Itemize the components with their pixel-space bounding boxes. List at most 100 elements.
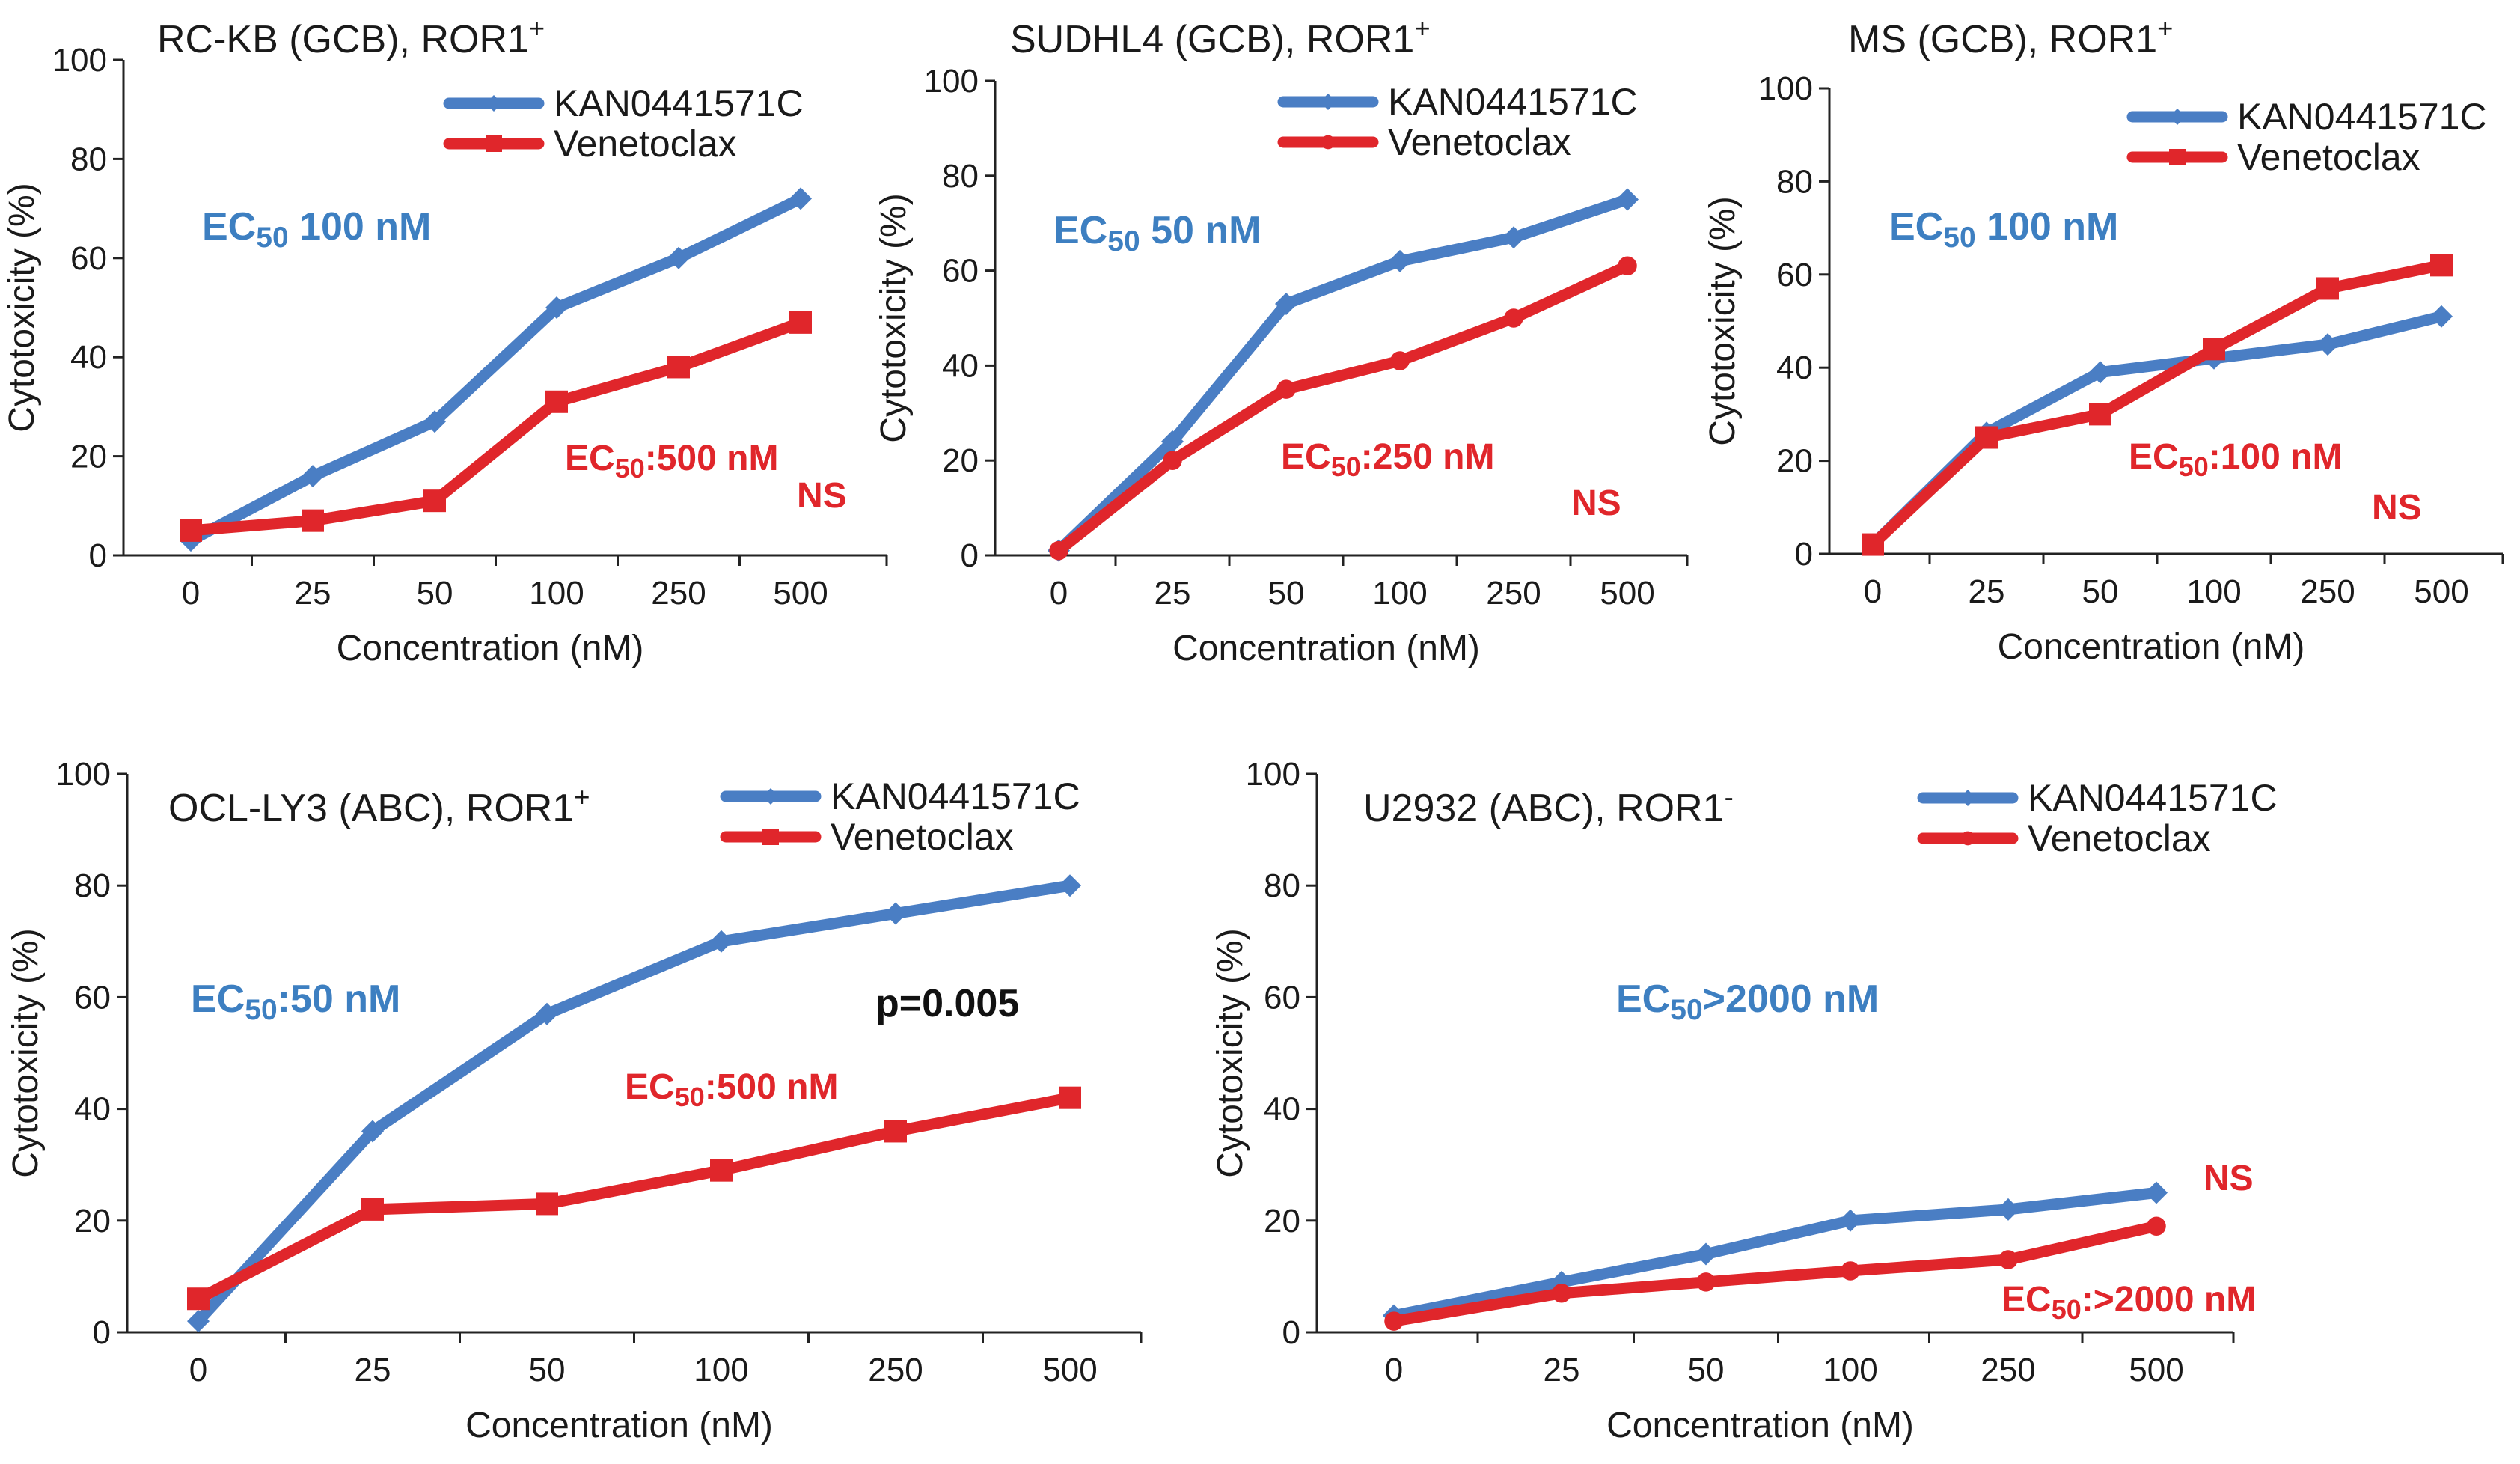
data-point [545, 390, 568, 413]
data-point [536, 1002, 558, 1025]
legend-marker [2169, 109, 2186, 125]
legend-label: Venetoclax [554, 123, 737, 165]
x-tick-label: 50 [417, 575, 453, 611]
x-tick-label: 25 [1155, 575, 1191, 611]
ec50-venetoclax-annotation: EC50:500 nM [625, 1067, 838, 1112]
x-tick-label: 50 [2082, 573, 2119, 610]
data-point [545, 296, 568, 319]
x-tick-label: 50 [1268, 575, 1305, 611]
x-tick-label: 500 [1600, 575, 1654, 611]
x-tick-label: 250 [868, 1352, 923, 1388]
x-axis-label: Concentration (nM) [1606, 1406, 1914, 1445]
data-point [180, 519, 202, 542]
panel-title: OCL-LY3 (ABC), ROR1+ [168, 781, 590, 830]
legend-label: KAN0441571C [554, 82, 804, 124]
data-point [361, 1120, 384, 1143]
legend-label: KAN0441571C [2028, 777, 2278, 819]
data-point [1161, 430, 1184, 453]
data-point [2089, 403, 2111, 426]
x-tick-label: 100 [1372, 575, 1427, 611]
x-tick-label: 25 [355, 1352, 391, 1388]
legend-marker [486, 135, 502, 152]
data-point [1276, 379, 1296, 399]
y-tick-label: 0 [89, 537, 107, 574]
ec50-kan-annotation: EC50 100 nM [1889, 205, 2118, 254]
series-line-kan0441571c [1867, 311, 2447, 551]
legend-marker [2169, 149, 2186, 165]
y-tick-label: 100 [1246, 756, 1300, 793]
series-line-kan0441571c [192, 879, 1076, 1327]
data-point [1998, 1250, 2018, 1269]
legend-marker [1960, 790, 1976, 806]
y-tick-label: 60 [70, 240, 107, 277]
y-tick-label: 100 [1758, 70, 1813, 107]
data-point [1049, 540, 1068, 561]
legend-label: Venetoclax [2237, 136, 2420, 178]
y-axis-label: Cytotoxicity (%) [2, 183, 42, 432]
data-point [1059, 1086, 1081, 1109]
data-point [1841, 1261, 1860, 1281]
data-point [1389, 249, 1411, 272]
ec50-venetoclax-annotation: EC50:500 nM [565, 439, 778, 484]
legend-marker [1320, 94, 1336, 110]
data-point [884, 1120, 907, 1143]
data-point [2316, 333, 2339, 356]
y-tick-label: 20 [1776, 443, 1813, 480]
data-point [1997, 1198, 2019, 1221]
x-tick-label: 0 [1385, 1352, 1403, 1388]
y-tick-label: 60 [1264, 979, 1300, 1016]
x-tick-label: 500 [2129, 1352, 2183, 1388]
x-axis-label: Concentration (nM) [465, 1406, 773, 1445]
data-point [187, 1310, 210, 1333]
y-tick-label: 20 [1264, 1203, 1300, 1239]
data-point [710, 1159, 733, 1182]
data-point [789, 311, 812, 334]
y-tick-label: 80 [1264, 867, 1300, 904]
data-point [667, 356, 690, 379]
data-point [2430, 305, 2453, 328]
legend-label: KAN0441571C [831, 775, 1080, 817]
legend-label: Venetoclax [2028, 817, 2211, 859]
chart-panel-5: 0 20 40 60 80 100 0 25 50 100 250 500 Concentration … [1211, 756, 2278, 1445]
panel-title: U2932 (ABC), ROR1- [1363, 781, 1734, 830]
significance-label: p=0.005 [875, 982, 1019, 1025]
y-tick-label: 80 [942, 158, 979, 195]
data-point [1616, 188, 1639, 211]
x-tick-label: 25 [295, 575, 331, 611]
data-point [423, 410, 446, 433]
data-point [1390, 351, 1410, 370]
ec50-venetoclax-annotation: EC50:250 nM [1281, 437, 1494, 482]
data-point [1696, 1272, 1716, 1292]
data-point [361, 1198, 384, 1221]
series-line-kan0441571c [185, 192, 807, 546]
y-tick-label: 80 [1776, 163, 1813, 200]
x-tick-label: 100 [1823, 1352, 1877, 1388]
data-point [423, 489, 446, 513]
y-tick-label: 100 [924, 63, 979, 100]
legend-marker [762, 788, 779, 805]
ec50-venetoclax-annotation: EC50:>2000 nM [2001, 1280, 2256, 1325]
ec50-venetoclax-annotation: EC50:100 nM [2129, 437, 2342, 482]
y-tick-label: 60 [1776, 257, 1813, 293]
chart-panel-3: 0 20 40 60 80 100 0 25 50 100 250 500 Concentration … [1703, 13, 2504, 667]
x-tick-label: 0 [189, 1352, 207, 1388]
legend-marker [762, 829, 779, 845]
y-tick-label: 60 [74, 979, 111, 1016]
legend-marker [1960, 831, 1975, 846]
x-tick-label: 250 [651, 575, 706, 611]
x-tick-label: 250 [1981, 1352, 2035, 1388]
data-point [1975, 426, 1998, 449]
x-tick-label: 250 [2300, 573, 2355, 610]
y-tick-label: 100 [56, 756, 111, 793]
legend-label: KAN0441571C [1388, 81, 1638, 123]
data-point [884, 902, 907, 925]
x-tick-label: 0 [1864, 573, 1882, 610]
ec50-kan-annotation: EC50 50 nM [1053, 209, 1261, 257]
y-axis-label: Cytotoxicity (%) [6, 928, 46, 1177]
x-tick-label: 100 [2186, 573, 2241, 610]
data-point [302, 465, 324, 488]
legend-label: KAN0441571C [2237, 96, 2487, 138]
ec50-kan-annotation: EC50>2000 nM [1616, 977, 1879, 1026]
y-tick-label: 20 [942, 442, 979, 479]
significance-label: NS [2204, 1159, 2254, 1198]
